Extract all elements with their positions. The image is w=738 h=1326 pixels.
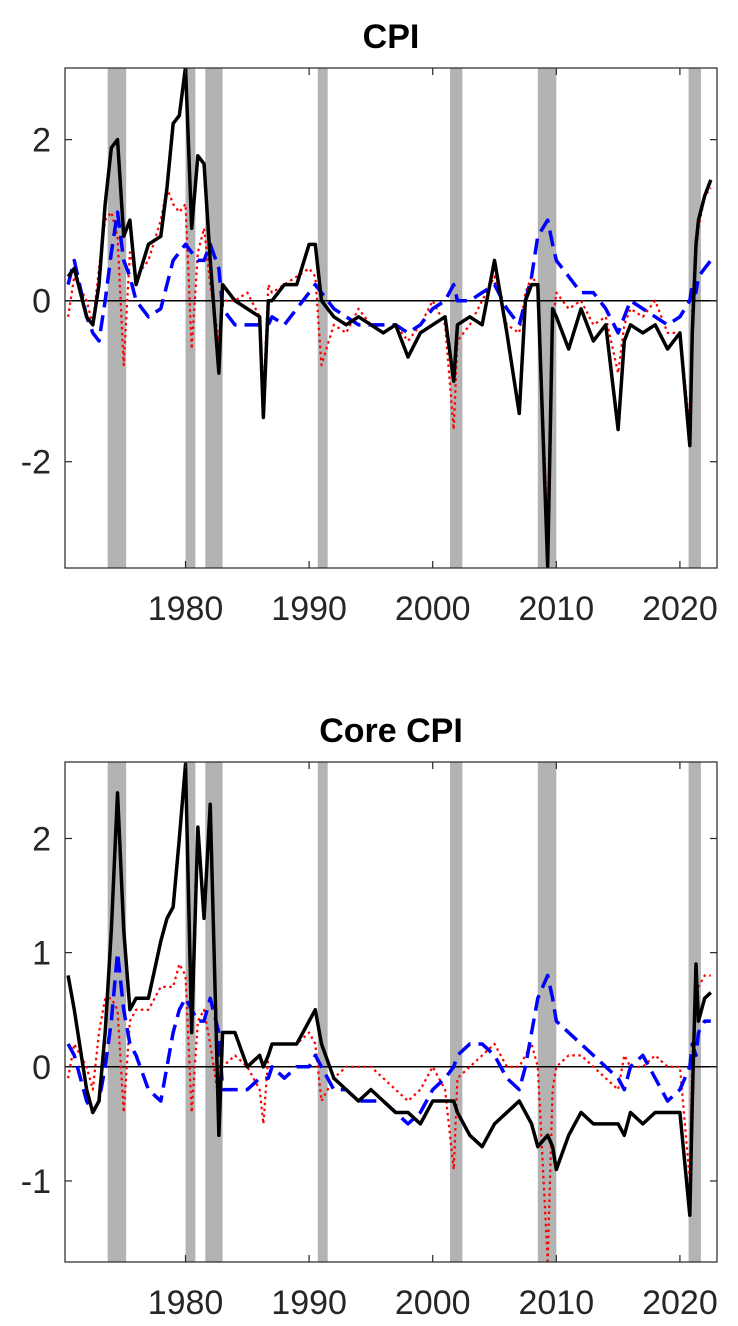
y-tick-label: 0 [32, 1049, 51, 1087]
x-tick-label: 2010 [518, 590, 594, 628]
chart-title: CPI [363, 18, 420, 56]
x-tick-label: 2000 [395, 1284, 471, 1322]
series-line [66, 210, 713, 343]
x-tick-label: 1990 [271, 590, 347, 628]
plot-area [65, 762, 717, 1262]
y-tick-label: -1 [21, 1163, 51, 1201]
x-tick-label: 1980 [148, 1284, 224, 1322]
x-tick-label: 2020 [642, 1284, 718, 1322]
x-tick-label: 1980 [148, 590, 224, 628]
x-tick-label: 2010 [518, 1284, 594, 1322]
y-tick-label: 0 [32, 283, 51, 321]
recession-band [450, 762, 463, 1262]
y-tick-label: 1 [32, 935, 51, 973]
x-tick-label: 2020 [642, 590, 718, 628]
y-tick-label: 2 [32, 122, 51, 160]
series-line [67, 962, 711, 1262]
y-tick-label: 2 [32, 820, 51, 858]
y-tick-label: -2 [21, 444, 51, 482]
chart-title: Core CPI [319, 712, 463, 750]
plot-area [65, 68, 717, 568]
recession-band [317, 762, 328, 1262]
x-tick-label: 2000 [395, 590, 471, 628]
x-tick-label: 1990 [271, 1284, 347, 1322]
series-line [66, 68, 713, 568]
recession-band [317, 68, 328, 568]
recession-band [688, 68, 701, 568]
recession-band [537, 762, 557, 1262]
axes-frame [64, 761, 718, 1263]
plot-bg [65, 762, 717, 1262]
plot-bg [65, 68, 717, 568]
series-line [66, 762, 713, 1217]
recession-band [185, 68, 196, 568]
recession-band [450, 68, 463, 568]
series-line [66, 950, 711, 1126]
axes-frame [64, 67, 718, 569]
